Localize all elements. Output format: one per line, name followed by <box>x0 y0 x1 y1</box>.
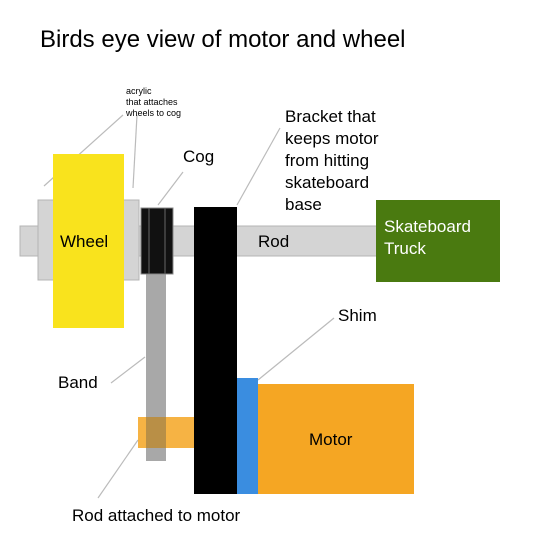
skateboard-truck-shape <box>376 200 500 282</box>
wheel-shape <box>53 154 124 328</box>
rod-attached-to-motor-label: Rod attached to motor <box>72 506 241 525</box>
shim-leader-line <box>257 317 335 381</box>
band-leader-line <box>110 356 146 384</box>
bracket-leader-line <box>236 127 281 206</box>
rod-label: Rod <box>258 232 290 251</box>
skateboard-truck-label: Skateboard Truck <box>384 217 471 258</box>
cog-shape <box>140 207 174 275</box>
wheel-label: Wheel <box>60 232 109 251</box>
shim-shape <box>237 378 258 494</box>
bracket-shape <box>194 207 237 494</box>
cog-leader-line <box>157 171 184 206</box>
acrylic-plate-left-shape <box>37 199 55 281</box>
acrylic-label: acrylic that attaches wheels to cog <box>126 86 182 118</box>
shim-label: Shim <box>338 306 377 325</box>
rod-motor-leader-line <box>97 439 139 499</box>
diagram-title: Birds eye view of motor and wheel <box>40 26 406 53</box>
acrylic-plate-right-shape <box>122 199 140 281</box>
cog-label: Cog <box>183 147 215 166</box>
band-label: Band <box>58 373 98 392</box>
band-over-rod-shape <box>146 417 166 448</box>
acrylic-leader-line-right <box>132 114 138 189</box>
band-shape <box>146 230 166 461</box>
motor-label: Motor <box>309 430 353 449</box>
motor-shape <box>258 384 414 494</box>
bracket-label: Bracket that keeps motor from hitting sk… <box>285 107 379 214</box>
